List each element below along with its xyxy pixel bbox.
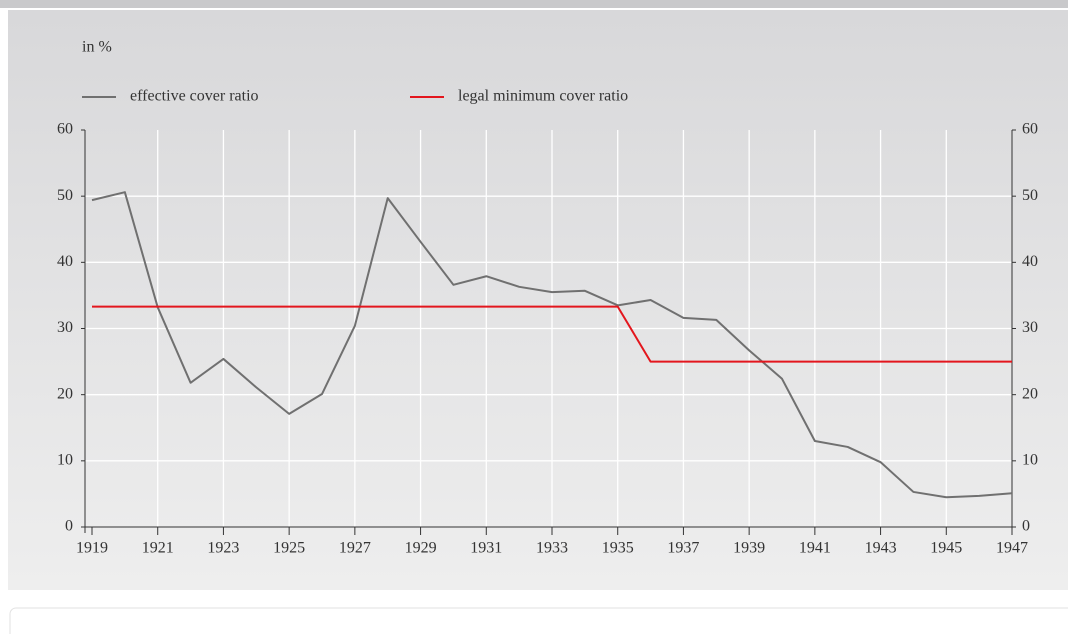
legend-label: effective cover ratio (130, 88, 259, 105)
top-bar (0, 0, 1068, 8)
x-tick-label: 1929 (405, 540, 437, 557)
x-tick-label: 1919 (76, 540, 108, 557)
y-tick-label: 30 (57, 319, 73, 336)
series-line (91, 191, 1013, 499)
x-tick-label: 1939 (733, 540, 765, 557)
x-tick-label: 1923 (207, 540, 239, 557)
unit-label: in % (82, 39, 112, 56)
x-tick-label: 1937 (667, 540, 699, 557)
series-line (92, 305, 1012, 363)
y-tick-label: 50 (57, 187, 73, 204)
x-tick-label: 1933 (536, 540, 568, 557)
x-tick-label: 1931 (470, 540, 502, 557)
x-tick-label: 1935 (602, 540, 634, 557)
y2-tick-label: 50 (1022, 187, 1038, 204)
x-tick-label: 1927 (339, 540, 371, 557)
y2-tick-label: 0 (1022, 518, 1030, 535)
y-tick-label: 10 (57, 452, 73, 469)
y-tick-label: 40 (57, 253, 73, 270)
legend-label: legal minimum cover ratio (458, 88, 628, 105)
y2-tick-label: 20 (1022, 385, 1038, 402)
y2-tick-label: 10 (1022, 452, 1038, 469)
x-tick-label: 1943 (865, 540, 897, 557)
x-tick-label: 1925 (273, 540, 305, 557)
x-tick-label: 1947 (996, 540, 1028, 557)
lower-panel (9, 607, 1068, 634)
y-tick-label: 60 (57, 121, 73, 138)
x-tick-label: 1941 (799, 540, 831, 557)
y-tick-label: 0 (65, 518, 73, 535)
panel (8, 10, 1068, 590)
x-tick-label: 1945 (930, 540, 962, 557)
y2-tick-label: 40 (1022, 253, 1038, 270)
y-tick-label: 20 (57, 385, 73, 402)
y2-tick-label: 30 (1022, 319, 1038, 336)
y2-tick-label: 60 (1022, 121, 1038, 138)
x-tick-label: 1921 (142, 540, 174, 557)
